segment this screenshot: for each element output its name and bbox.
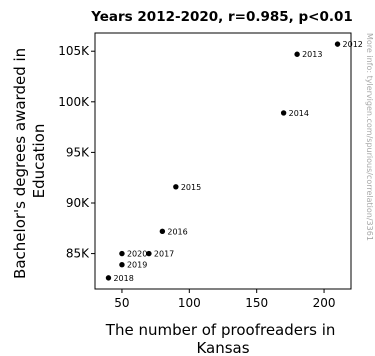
y-tick-label: 100K <box>58 95 90 109</box>
data-points: 2012 2013 2014 2015 2016 2017 2018 2019 2020 <box>105 40 363 283</box>
plot-area-frame <box>94 32 352 290</box>
x-tick-label: 200 <box>313 296 336 310</box>
data-label-2015: 2015 <box>181 183 201 192</box>
x-tick-label: 100 <box>178 296 201 310</box>
data-label-2018: 2018 <box>113 274 133 283</box>
data-label-2012: 2012 <box>343 40 363 49</box>
chart-title: Years 2012-2020, r=0.985, p<0.01 <box>90 9 353 25</box>
data-point-2016 <box>159 228 166 235</box>
y-tick-label: 105K <box>58 44 90 58</box>
data-label-2016: 2016 <box>167 227 187 236</box>
x-axis-label-line-1: The number of proofreaders in <box>105 321 336 339</box>
data-label-2014: 2014 <box>289 109 309 118</box>
data-point-2012 <box>334 41 341 47</box>
x-axis-ticks: 50 100 150 200 <box>114 289 336 310</box>
x-axis-label: The number of proofreaders in Kansas <box>105 321 340 356</box>
data-point-2017 <box>146 250 152 257</box>
data-point-2019 <box>119 262 125 268</box>
y-tick-label: 95K <box>66 145 90 159</box>
y-tick-label: 85K <box>66 247 90 261</box>
y-axis-ticks: 85K 90K 95K 100K 105K <box>58 44 95 261</box>
y-tick-label: 90K <box>66 196 90 210</box>
data-point-2015 <box>173 184 179 190</box>
y-axis-label-line-2: Education <box>30 124 48 199</box>
x-axis-label-line-2: Kansas <box>196 339 249 356</box>
y-axis-label-line-1: Bachelor's degrees awarded in <box>11 48 29 279</box>
data-label-2013: 2013 <box>302 50 322 59</box>
x-tick-label: 150 <box>245 296 268 310</box>
x-tick-label: 50 <box>114 296 129 310</box>
data-point-2013 <box>294 51 300 57</box>
data-label-2017: 2017 <box>154 250 174 259</box>
data-point-2014 <box>280 110 287 116</box>
data-point-2020 <box>119 250 125 257</box>
data-point-2018 <box>105 275 112 281</box>
data-label-2020: 2020 <box>127 250 147 259</box>
data-label-2019: 2019 <box>127 261 147 270</box>
y-axis-label: Bachelor's degrees awarded in Education <box>11 43 48 279</box>
source-note: More info: tylervigen.com/spurious/corre… <box>365 33 374 241</box>
